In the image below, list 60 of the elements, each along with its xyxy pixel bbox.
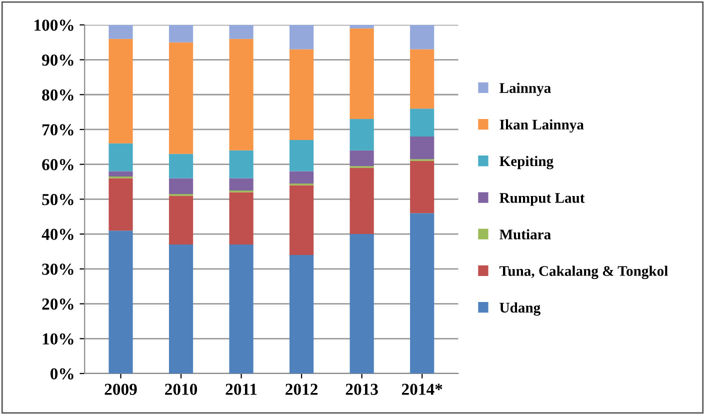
- bar: [168, 244, 194, 374]
- legend-label: Udang: [500, 302, 540, 316]
- bar: [108, 38, 133, 144]
- bar: [410, 108, 434, 136]
- y-tick-label: 0%: [50, 368, 74, 380]
- y-tick-label: 100%: [34, 20, 74, 31]
- y-tick-label: 80%: [42, 89, 74, 101]
- bar: [410, 213, 434, 374]
- bar: [168, 178, 194, 194]
- bar: [229, 178, 254, 190]
- bar: [290, 254, 314, 374]
- bar: [290, 171, 314, 184]
- legend-label: Kepiting: [500, 156, 554, 170]
- bar: [290, 49, 314, 140]
- y-tick-label: 30%: [42, 264, 74, 275]
- x-tick-label: 2014*: [402, 384, 442, 395]
- bar: [290, 140, 314, 172]
- bar: [350, 28, 374, 120]
- bar: [350, 119, 374, 150]
- bar: [350, 24, 374, 28]
- y-tick-label: 10%: [42, 333, 74, 345]
- bar: [229, 150, 254, 178]
- bar: [229, 38, 254, 150]
- y-tick-label: 90%: [42, 54, 74, 66]
- bar: [108, 171, 133, 177]
- bar: [350, 150, 374, 166]
- bar: [290, 24, 314, 50]
- bar: [410, 160, 434, 214]
- legend-label: Ikan Lainnya: [500, 119, 584, 133]
- y-tick-label: 60%: [42, 159, 74, 170]
- bar: [290, 185, 314, 255]
- bar: [350, 234, 374, 374]
- legend-label: Mutiara: [500, 229, 551, 240]
- bar: [168, 196, 194, 245]
- bar: [229, 24, 254, 39]
- bar: [350, 168, 374, 234]
- bar: [229, 192, 254, 245]
- bar: [168, 24, 194, 42]
- y-tick-label: 50%: [42, 194, 74, 206]
- bar: [410, 24, 434, 50]
- bar: [108, 230, 133, 374]
- legend-label: Lainnya: [500, 82, 551, 96]
- x-tick-label: 2013: [346, 384, 378, 395]
- bar: [108, 24, 133, 39]
- legend-label: Rumput Laut: [500, 193, 585, 206]
- bar: [410, 136, 434, 160]
- bar: [410, 49, 434, 109]
- bar: [108, 178, 133, 231]
- x-tick-label: 2009: [104, 384, 137, 395]
- x-tick-label: 2012: [286, 384, 318, 395]
- legend-label: Tuna, Cakalang & Tongkol: [499, 266, 668, 280]
- x-tick-label: 2011: [226, 384, 257, 395]
- y-tick-label: 40%: [42, 228, 74, 240]
- bar: [168, 42, 194, 154]
- bar: [229, 244, 254, 374]
- y-tick-label: 70%: [42, 124, 74, 136]
- bar: [108, 143, 133, 172]
- bar: [168, 154, 194, 178]
- y-tick-label: 20%: [42, 298, 74, 310]
- x-tick-label: 2010: [165, 384, 198, 395]
